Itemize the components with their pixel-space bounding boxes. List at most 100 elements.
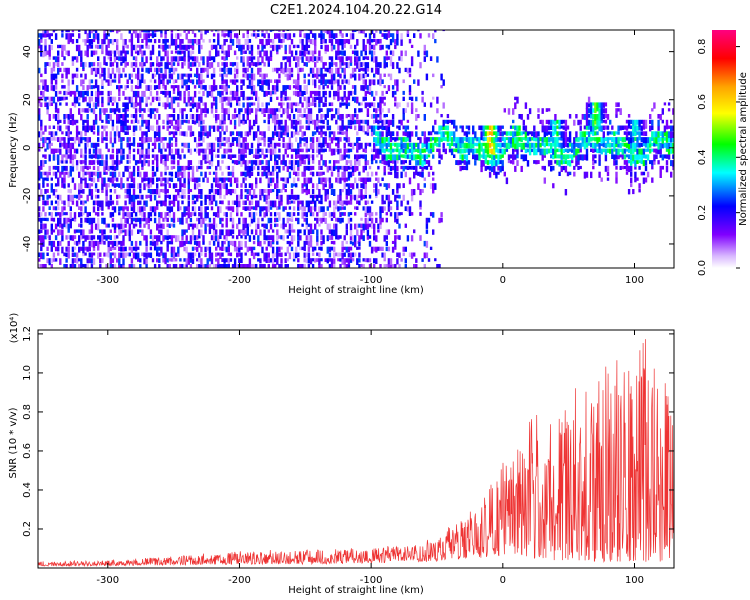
heatmap-cell <box>396 30 399 34</box>
heatmap-cell <box>92 62 96 67</box>
heatmap-cell <box>368 212 372 219</box>
heatmap-cell <box>40 235 43 242</box>
heatmap-cell <box>94 148 98 156</box>
heatmap-cell <box>193 223 197 228</box>
heatmap-cell <box>202 108 205 113</box>
heatmap-cell <box>472 154 475 160</box>
heatmap-cell <box>113 108 117 115</box>
heatmap-cell <box>419 235 422 241</box>
heatmap-cell <box>191 194 195 200</box>
heatmap-cell <box>107 56 110 60</box>
heatmap-cell <box>396 160 399 164</box>
heatmap-cell <box>44 125 47 132</box>
heatmap-cell <box>208 131 212 137</box>
heatmap-cell <box>204 200 207 205</box>
heatmap-cell <box>303 137 306 142</box>
heatmap-cell <box>505 142 509 150</box>
heatmap-cell <box>432 142 435 150</box>
heatmap-cell <box>307 246 311 252</box>
heatmap-cell <box>54 114 58 121</box>
heatmap-cell <box>227 102 230 106</box>
heatmap-cell <box>172 200 176 207</box>
heatmap-cell <box>404 206 407 211</box>
heatmap-cell <box>120 148 123 156</box>
heatmap-cell <box>364 142 367 149</box>
heatmap-cell <box>324 44 327 52</box>
heatmap-cell <box>71 102 75 106</box>
heatmap-cell <box>453 142 456 147</box>
heatmap-cell <box>242 119 245 125</box>
heatmap-cell <box>210 44 214 51</box>
heatmap-cell <box>389 50 393 55</box>
heatmap-cell <box>343 125 346 130</box>
heatmap-cell <box>225 125 228 133</box>
heatmap-cell <box>299 90 302 96</box>
heatmap-cell <box>316 258 319 262</box>
heatmap-cell <box>274 67 277 72</box>
heatmap-cell <box>318 85 321 90</box>
heatmap-cell <box>67 90 70 95</box>
heatmap-cell <box>177 246 180 254</box>
heatmap-cell <box>67 200 70 207</box>
heatmap-cell <box>183 131 186 137</box>
heatmap-cell <box>267 125 270 131</box>
heatmap-cell <box>84 264 87 268</box>
heatmap-cell <box>198 142 201 147</box>
heatmap-cell <box>236 264 239 268</box>
heatmap-cell <box>101 131 104 139</box>
heatmap-cell <box>57 154 60 161</box>
heatmap-cell <box>54 189 58 193</box>
heatmap-cell <box>250 246 254 253</box>
heatmap-cell <box>259 206 262 213</box>
heatmap-cell <box>408 142 412 148</box>
heatmap-cell <box>383 62 386 69</box>
heatmap-cell <box>434 119 437 125</box>
heatmap-cell <box>116 160 119 167</box>
heatmap-cell <box>528 108 532 115</box>
heatmap-cell <box>158 79 161 86</box>
heatmap-cell <box>292 79 296 84</box>
heatmap-cell <box>282 85 285 92</box>
heatmap-cell <box>147 154 150 159</box>
heatmap-cell <box>50 183 53 190</box>
heatmap-cell <box>217 125 220 132</box>
heatmap-cell <box>427 258 431 262</box>
heatmap-cell <box>223 56 226 61</box>
heatmap-cell <box>324 62 327 66</box>
heatmap-cell <box>215 50 218 57</box>
heatmap-cell <box>80 189 83 194</box>
heatmap-cell <box>145 148 148 155</box>
heatmap-cell <box>516 125 519 132</box>
heatmap-cell <box>480 148 483 152</box>
heatmap-cell <box>206 62 209 68</box>
heatmap-cell <box>368 85 372 92</box>
heatmap-cell <box>396 142 399 149</box>
heatmap-cell <box>328 246 332 252</box>
heatmap-cell <box>50 85 53 91</box>
heatmap-cell <box>82 96 85 103</box>
heatmap-cell <box>267 177 270 184</box>
heatmap-cell <box>482 148 485 156</box>
heatmap-cell <box>233 119 237 126</box>
heatmap-cell <box>301 56 304 63</box>
heatmap-cell <box>151 73 155 79</box>
heatmap-cell <box>137 142 140 148</box>
heatmap-cell <box>101 212 104 216</box>
heatmap-cell <box>109 137 112 144</box>
heatmap-cell <box>44 137 47 144</box>
heatmap-cell <box>375 108 378 114</box>
heatmap-cell <box>326 125 329 131</box>
heatmap-cell <box>242 114 245 121</box>
heatmap-cell <box>440 154 443 160</box>
heatmap-cell <box>63 264 66 268</box>
heatmap-cell <box>187 90 190 97</box>
heatmap-cell <box>339 137 342 142</box>
heatmap-cell <box>387 206 391 212</box>
heatmap-cell <box>111 160 115 166</box>
heatmap-cell <box>198 264 201 268</box>
heatmap-cell <box>130 183 134 189</box>
heatmap-cell <box>187 125 190 131</box>
heatmap-cell <box>362 264 365 268</box>
heatmap-cell <box>75 67 79 72</box>
heatmap-cell <box>347 212 351 217</box>
